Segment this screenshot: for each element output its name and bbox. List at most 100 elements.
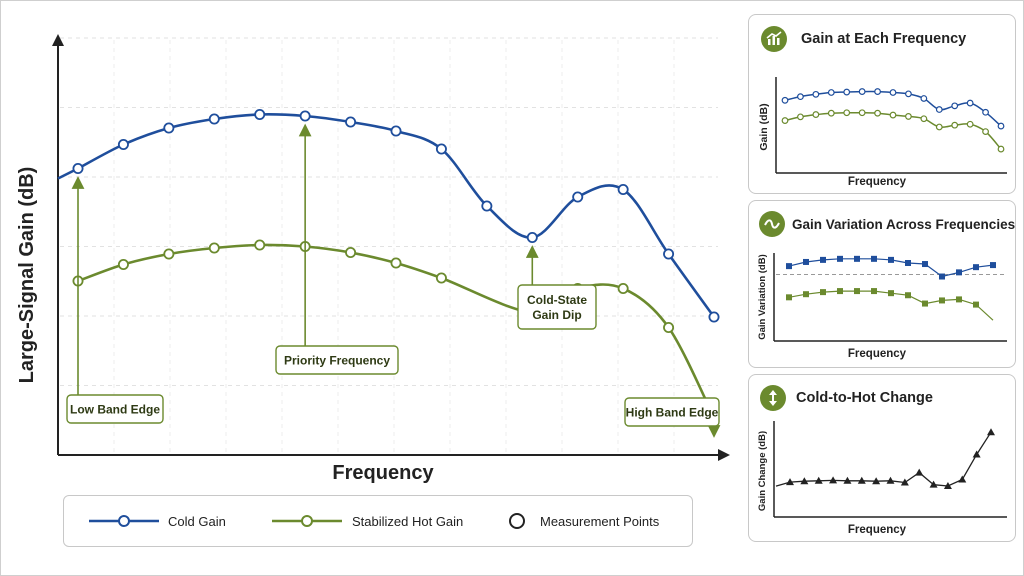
panel1-point bbox=[874, 109, 881, 117]
panel1-point bbox=[797, 113, 804, 121]
panel3-point bbox=[900, 478, 909, 486]
panel2-ylabel: Gain Variation (dB) bbox=[757, 254, 768, 340]
trend-chart-icon bbox=[761, 26, 787, 52]
panel2-point bbox=[888, 256, 894, 263]
panel1-point bbox=[827, 89, 835, 96]
panel2-title: Gain Variation Across Frequencies bbox=[792, 217, 1016, 232]
panel1-point bbox=[951, 102, 959, 110]
legend-hot-gain: Stabilized Hot Gain bbox=[272, 514, 463, 529]
panel1-series-group bbox=[781, 88, 1005, 153]
panel1-point bbox=[858, 109, 866, 117]
data-point-hot bbox=[208, 242, 220, 254]
panel1-point bbox=[905, 113, 912, 120]
panel1-point bbox=[858, 88, 866, 95]
panel3-point bbox=[929, 480, 938, 488]
data-point-cold bbox=[526, 231, 538, 243]
panel-cold-to-hot-change: Cold-to-Hot Change Gain Change (dB) Freq… bbox=[748, 374, 1016, 542]
panel2-point bbox=[803, 291, 809, 298]
panel2-point bbox=[854, 288, 860, 295]
data-point-hot bbox=[617, 282, 629, 294]
annotation-label: Low Band Edge bbox=[70, 403, 160, 417]
data-point-hot bbox=[435, 272, 447, 284]
panel2-point bbox=[922, 300, 928, 307]
main-grid bbox=[60, 37, 718, 453]
up-down-arrow-icon bbox=[760, 385, 786, 411]
panel2-point bbox=[786, 294, 792, 301]
data-point-cold bbox=[254, 109, 266, 121]
panel2-series-group bbox=[776, 255, 1005, 321]
panel2-point bbox=[956, 296, 962, 303]
panel2-point bbox=[837, 255, 843, 262]
data-point-cold bbox=[72, 162, 84, 174]
main-series-group bbox=[57, 109, 720, 423]
panel1-point bbox=[889, 89, 897, 96]
panel1-point bbox=[935, 123, 943, 131]
annotation-1: Low Band Edge bbox=[66, 176, 164, 424]
panel2-point bbox=[837, 288, 843, 295]
data-point-cold bbox=[708, 311, 720, 323]
panel2-point bbox=[939, 273, 945, 280]
panel3-point bbox=[857, 476, 866, 484]
legend: Cold Gain Stabilized Hot Gain Measuremen… bbox=[63, 495, 693, 547]
panel3-point bbox=[843, 476, 852, 484]
panel3-series-group bbox=[775, 428, 995, 489]
panel3-xlabel: Frequency bbox=[848, 524, 907, 536]
panel-gain-variation: Gain Variation Across Frequencies Gain V… bbox=[748, 200, 1016, 368]
panel1-point bbox=[781, 117, 789, 124]
data-point-cold bbox=[663, 248, 675, 260]
panel1-point bbox=[982, 128, 989, 135]
panel3-point bbox=[800, 477, 809, 485]
panel1-title: Gain at Each Frequency bbox=[801, 31, 967, 47]
panel3-point bbox=[872, 477, 881, 485]
data-point-hot bbox=[663, 321, 675, 333]
wave-icon bbox=[759, 211, 785, 237]
panel1-point bbox=[797, 93, 804, 101]
panel2-point bbox=[871, 255, 877, 262]
panel1-point bbox=[966, 99, 974, 107]
panel1-point bbox=[843, 109, 851, 117]
panel1-point bbox=[966, 120, 974, 128]
data-point-cold bbox=[117, 138, 129, 150]
legend-measurement-points: Measurement Points bbox=[509, 513, 660, 529]
annotation-2: Priority Frequency bbox=[275, 123, 399, 375]
annotation-4: High Band Edge bbox=[624, 397, 721, 438]
data-point-hot bbox=[345, 246, 357, 258]
panel2-point bbox=[922, 261, 928, 268]
panel2-point bbox=[990, 262, 996, 269]
panel2-point bbox=[871, 288, 877, 295]
data-point-cold bbox=[390, 125, 402, 137]
panel1-point bbox=[935, 106, 943, 113]
legend-cold-gain-label: Cold Gain bbox=[168, 514, 226, 529]
panel1-point bbox=[920, 115, 928, 123]
main-annotations: Low Band Edge Priority Frequency Cold-Stat… bbox=[66, 123, 721, 438]
annotation-label: High Band Edge bbox=[626, 406, 719, 420]
panel2-point bbox=[905, 292, 911, 299]
data-point-hot bbox=[390, 257, 402, 269]
annotation-box bbox=[624, 397, 720, 427]
panel1-point bbox=[827, 109, 835, 117]
annotation-box bbox=[275, 345, 399, 375]
panel1-xlabel: Frequency bbox=[848, 176, 907, 188]
panel1-point bbox=[997, 145, 1005, 153]
legend-measurement-points-label: Measurement Points bbox=[540, 514, 660, 529]
annotation-label: Cold-State bbox=[527, 293, 587, 307]
panel1-point bbox=[997, 122, 1005, 130]
annotation-box bbox=[66, 394, 164, 424]
panel3-point bbox=[829, 476, 838, 484]
panel2-point bbox=[803, 258, 809, 265]
panel1-point bbox=[951, 121, 959, 129]
panel2-point bbox=[888, 290, 894, 297]
main-xlabel: Frequency bbox=[332, 462, 434, 484]
panel3-point bbox=[943, 481, 952, 489]
panel2-point bbox=[786, 263, 792, 270]
data-point-cold bbox=[299, 110, 311, 122]
annotation-label: Priority Frequency bbox=[284, 354, 390, 368]
panel3-point bbox=[972, 450, 981, 458]
data-point-cold bbox=[163, 122, 175, 134]
panel2-point bbox=[854, 255, 860, 262]
panel1-point bbox=[781, 96, 789, 104]
panel3-title: Cold-to-Hot Change bbox=[796, 390, 933, 406]
panel2-xlabel: Frequency bbox=[848, 348, 907, 360]
panel3-point bbox=[786, 478, 794, 486]
